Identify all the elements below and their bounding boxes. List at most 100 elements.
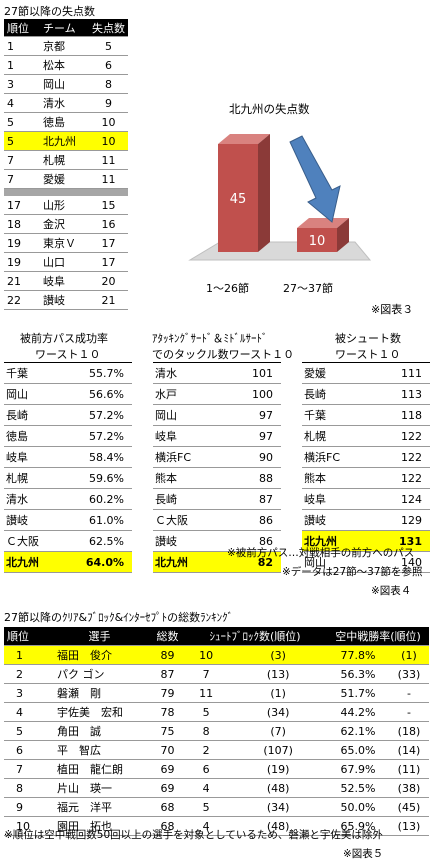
list-item: 熊本 122 [302, 467, 430, 489]
rank-cell: 7 [4, 759, 47, 779]
list-item: 徳島 57.2% [4, 425, 132, 447]
value-cell: 58.4% [59, 446, 132, 468]
value-cell: 140 [372, 551, 430, 573]
list-item: 岐阜 97 [153, 425, 281, 447]
team-cell: 札幌 [43, 150, 89, 170]
list-item: 愛媛 111 [302, 362, 430, 384]
table-row: 18 金沢 16 [4, 214, 128, 234]
blocks-cell: 2 [183, 740, 230, 760]
team-cell: 熊本 [302, 467, 373, 489]
col3-title: 被シュート数 ワースト１０ [335, 330, 401, 362]
clearance-ranking-table: 順位 選手 総数 ｼｭｰﾄﾌﾞﾛｯｸ数(順位) 空中戦勝率(順位) 1 福田 俊介… [4, 627, 429, 836]
value-cell: 111 [372, 362, 430, 384]
team-cell: 愛媛 [302, 362, 373, 384]
header-team: チーム [43, 19, 89, 37]
value-cell: 90 [225, 446, 281, 468]
list-item: 長崎 57.2% [4, 404, 132, 426]
rank-cell: 4 [4, 702, 47, 722]
value-cell: 55.7% [59, 362, 132, 384]
total-cell: 89 [152, 645, 183, 665]
rank-cell: 1 [4, 36, 43, 56]
figure3-label: ※図表３ [371, 303, 414, 316]
team-cell: 讃岐 [153, 530, 226, 552]
table-row: 2 パク ゴン 87 7 (13) 56.3% (33) [4, 664, 429, 684]
team-cell: 横浜FC [302, 446, 373, 468]
list-item: 讃岐 61.0% [4, 509, 132, 531]
table-header-row: 順位 選手 総数 ｼｭｰﾄﾌﾞﾛｯｸ数(順位) 空中戦勝率(順位) [4, 627, 429, 646]
team-cell: 徳島 [43, 112, 89, 132]
blocks-cell: 10 [183, 645, 230, 665]
header-shot-blocks: ｼｭｰﾄﾌﾞﾛｯｸ数(順位) [183, 627, 328, 646]
blocks-cell: 4 [183, 778, 230, 798]
down-arrow-icon [289, 135, 341, 223]
aerial-rank-cell: (1) [388, 645, 429, 665]
team-cell: 岐阜 [153, 425, 226, 447]
rank-cell: 5 [4, 112, 43, 132]
list-item: 千葉 55.7% [4, 362, 132, 384]
value-cell: 113 [372, 383, 430, 405]
list-item: 清水 60.2% [4, 488, 132, 510]
team-cell: 北九州 [153, 551, 226, 573]
conceded-cell: 20 [89, 271, 128, 291]
forward-pass-table: 千葉 55.7% 岡山 56.6% 長崎 57.2% 徳島 57.2% 岐阜 58.4% 札幌 59.… [4, 362, 132, 573]
conceded-cell: 17 [89, 252, 128, 272]
team-cell: Ｃ大阪 [4, 530, 60, 552]
list-item: 讃岐 86 [153, 530, 281, 552]
team-cell: 岡山 [153, 404, 226, 426]
team-cell: 北九州 [4, 551, 60, 573]
aerial-cell: 67.9% [327, 759, 389, 779]
total-cell: 70 [152, 740, 183, 760]
value-cell: 62.5% [59, 530, 132, 552]
aerial-cell: 50.0% [327, 797, 389, 817]
aerial-cell: 51.7% [327, 683, 389, 703]
table-row: 22 讃岐 21 [4, 290, 128, 310]
value-cell: 56.6% [59, 383, 132, 405]
table-row: 3 磐瀬 剛 79 11 (1) 51.7% - [4, 683, 429, 703]
player-cell: 植田 龍仁朗 [47, 759, 152, 779]
list-item: 北九州 131 [302, 530, 430, 552]
player-cell: 福元 洋平 [47, 797, 152, 817]
col2-title-line2: でのタックル数ワースト１０ [152, 348, 295, 361]
value-cell: 64.0% [59, 551, 132, 573]
team-cell: 岡山 [43, 74, 89, 94]
value-cell: 101 [225, 362, 281, 384]
section5-note: ※順位は空中戦回数50回以上の選手を対象としているため、磐瀬と宇佐美は除外 [4, 829, 383, 841]
value-cell: 100 [225, 383, 281, 405]
rank-cell: 4 [4, 93, 43, 113]
conceded-cell: 10 [89, 112, 128, 132]
team-cell: 岡山 [302, 551, 373, 573]
rank-cell: 6 [4, 740, 47, 760]
table-row: 7 愛媛 11 [4, 169, 128, 189]
rank-cell: 7 [4, 150, 43, 170]
conceded-goals-table: 順位 チーム 失点数 1 京都 5 1 松本 6 3 岡山 8 4 清水 9 5 徳島 10 5 北九州 10 7 札… [4, 19, 128, 310]
aerial-rank-cell: (45) [388, 797, 429, 817]
rank-cell: 1 [4, 55, 43, 75]
blocks-cell: 11 [183, 683, 230, 703]
list-item: 札幌 59.6% [4, 467, 132, 489]
aerial-rank-cell: (33) [388, 664, 429, 684]
table-row: 5 角田 誠 75 8 (7) 62.1% (18) [4, 721, 429, 741]
table-row: 1 松本 6 [4, 55, 128, 75]
value-cell: 131 [372, 530, 430, 552]
team-cell: 讃岐 [302, 509, 373, 531]
team-cell: 東京Ｖ [43, 233, 89, 253]
list-item: 岡山 97 [153, 404, 281, 426]
list-item: 横浜FC 90 [153, 446, 281, 468]
conceded-cell: 15 [89, 196, 128, 215]
aerial-rank-cell: - [388, 702, 429, 722]
team-cell: 水戸 [153, 383, 226, 405]
rank-cell: 5 [4, 131, 43, 151]
note-data-range: ※データは27節〜37節を参照 [282, 566, 423, 578]
rank-cell: 22 [4, 290, 43, 310]
bar-front [297, 228, 337, 252]
list-item: 北九州 82 [153, 551, 281, 573]
team-cell: 長崎 [4, 404, 60, 426]
value-cell: 57.2% [59, 425, 132, 447]
team-cell: 松本 [43, 55, 89, 75]
aerial-rank-cell: (38) [388, 778, 429, 798]
list-item: Ｃ大阪 86 [153, 509, 281, 531]
blocks-rank-cell: (13) [229, 664, 328, 684]
table-row: 10 園田 拓也 68 4 (48) 65.9% (13) [4, 816, 429, 836]
rank-cell: 10 [4, 816, 47, 836]
